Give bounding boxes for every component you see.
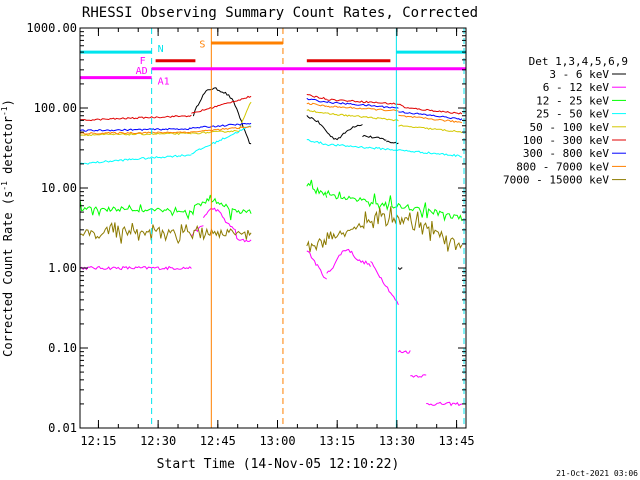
chart-title: RHESSI Observing Summary Count Rates, Co…	[82, 5, 478, 21]
series-line-9-seg-1	[79, 222, 252, 245]
series-line-5-seg-4	[306, 109, 327, 114]
x-tick-label: 13:30	[379, 434, 415, 448]
plot-frame	[79, 27, 467, 429]
flag-label-a1: A1	[158, 77, 170, 88]
y-tick-label: 10.00	[41, 181, 77, 195]
series-layer	[79, 87, 463, 407]
series-line-7-seg-2	[191, 122, 252, 129]
flag-label-n: N	[158, 44, 164, 55]
y-axis-label-sup2: -1	[0, 106, 9, 116]
series-line-3-seg-2	[190, 194, 252, 221]
x-tick-label: 12:30	[140, 434, 176, 448]
x-tick-label: 13:45	[439, 434, 475, 448]
series-line-5-seg-1	[79, 132, 192, 137]
series-line-3-seg-3	[306, 179, 328, 198]
series-line-6-seg-2	[191, 95, 252, 114]
x-tick-label: 12:45	[200, 434, 236, 448]
series-line-4-seg-3	[306, 138, 327, 146]
x-tick-label: 12:15	[80, 434, 116, 448]
series-line-4-seg-2	[191, 125, 252, 155]
y-axis-label-end: )	[1, 99, 15, 106]
series-line-1-seg-5	[397, 267, 403, 270]
x-tick-label: 13:00	[259, 434, 295, 448]
timestamp: 21-Oct-2021 03:06	[556, 469, 638, 478]
series-line-3-seg-1	[79, 199, 192, 221]
y-tick-label: 0.10	[48, 341, 77, 355]
series-line-1-seg-3	[362, 134, 387, 141]
series-line-5-seg-2	[191, 129, 240, 135]
series-line-1-seg-1	[192, 87, 252, 145]
legend-label-4: 25 - 50 keV	[536, 108, 609, 121]
y-axis-label-mid: detector	[1, 116, 15, 181]
legend-label-9: 7000 - 15000 keV	[503, 174, 609, 187]
y-tick-label: 1.00	[48, 261, 77, 275]
series-line-6-seg-3	[306, 94, 327, 100]
series-line-6-seg-5	[398, 103, 407, 109]
series-line-8-seg-5	[398, 114, 463, 124]
series-line-8-seg-1	[79, 131, 192, 135]
legend-label-3: 12 - 25 keV	[536, 94, 609, 107]
flag-label-f: F	[140, 56, 146, 67]
legend-label-7: 300 - 800 keV	[523, 147, 609, 160]
series-line-5-seg-5	[326, 112, 399, 122]
series-line-7-seg-4	[326, 101, 399, 109]
series-line-2-seg-5	[326, 248, 371, 274]
series-line-2-seg-9	[426, 401, 463, 407]
series-line-3-seg-4	[326, 189, 463, 222]
legend-label-8: 800 - 7000 keV	[516, 160, 609, 173]
y-tick-label: 100.00	[34, 101, 77, 115]
series-line-2-seg-8	[410, 374, 427, 378]
y-axis-label-main: Corrected Count Rate (s	[1, 191, 15, 357]
series-line-5-seg-6	[398, 124, 463, 134]
legend-label-6: 100 - 300 keV	[523, 134, 609, 147]
series-line-4-seg-4	[326, 143, 463, 158]
series-line-7-seg-3	[306, 97, 327, 103]
plot-background	[80, 28, 466, 428]
series-line-8-seg-2	[191, 125, 252, 133]
plot-area	[80, 28, 466, 428]
series-line-8-seg-4	[326, 105, 399, 112]
y-tick-label: 0.01	[48, 421, 77, 435]
series-line-4-seg-1	[79, 154, 192, 165]
legend-label-1: 3 - 6 keV	[549, 68, 609, 81]
legend-label-2: 6 - 12 keV	[543, 81, 610, 94]
x-tick-label: 13:15	[319, 434, 355, 448]
y-axis-label: Corrected Count Rate (s-1 detector-1)	[0, 99, 15, 357]
series-line-1-seg-2	[306, 115, 363, 141]
flag-label-s: S	[199, 40, 205, 51]
series-line-6-seg-6	[406, 107, 463, 115]
series-line-6-seg-1	[79, 114, 192, 122]
series-line-2-seg-1	[79, 265, 192, 271]
x-axis-label: Start Time (14-Nov-05 12:10:22)	[157, 457, 400, 472]
series-line-2-seg-7	[398, 349, 411, 354]
legend-title: Det 1,3,4,5,6,9	[529, 55, 628, 68]
legend-label-5: 50 - 100 keV	[530, 121, 610, 134]
series-line-9-seg-2	[306, 206, 463, 253]
series-line-7-seg-5	[398, 111, 463, 121]
series-line-6-seg-4	[326, 98, 399, 105]
y-tick-label: 1000.00	[26, 21, 77, 35]
flag-label-ad: AD	[136, 66, 148, 77]
series-line-7-seg-1	[79, 127, 192, 132]
y-axis-label-sup1: -1	[0, 181, 9, 191]
series-line-2-seg-6	[370, 261, 399, 305]
series-line-2-seg-4	[306, 250, 327, 280]
series-line-8-seg-3	[306, 102, 327, 107]
